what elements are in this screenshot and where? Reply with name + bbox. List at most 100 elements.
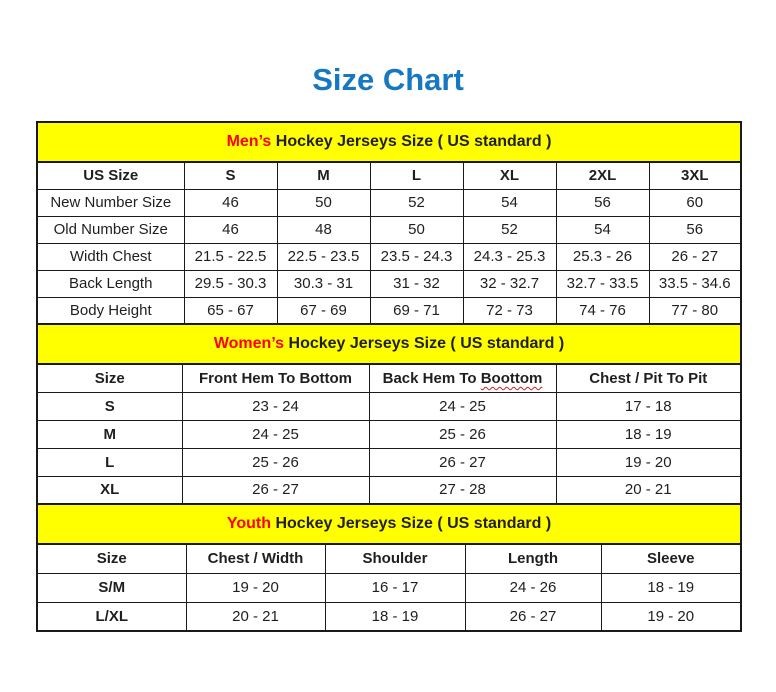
row-label-cell: Body Height <box>36 296 185 325</box>
data-cell: 24 - 25 <box>181 419 370 449</box>
data-cell: 18 - 19 <box>600 572 742 603</box>
data-cell: 30.3 - 31 <box>276 269 371 298</box>
section-caption: Women’s Hockey Jerseys Size ( US standar… <box>35 323 743 365</box>
data-cell: 21.5 - 22.5 <box>183 242 278 271</box>
table-row: S 23 - 24 24 - 25 17 - 18 <box>36 391 742 421</box>
data-cell: 50 <box>276 188 371 217</box>
data-cell: 33.5 - 34.6 <box>648 269 742 298</box>
data-cell: 26 - 27 <box>368 447 557 477</box>
data-cell: 52 <box>369 188 464 217</box>
data-cell: 18 - 19 <box>324 601 466 632</box>
data-cell: 25 - 26 <box>181 447 370 477</box>
data-cell: 23 - 24 <box>181 391 370 421</box>
data-cell: 24 - 26 <box>464 572 602 603</box>
column-header-cell: S <box>183 161 278 190</box>
data-cell: 29.5 - 30.3 <box>183 269 278 298</box>
size-chart: Men’s Hockey Jerseys Size ( US standard … <box>35 121 743 632</box>
section-caption-row: Women’s Hockey Jerseys Size ( US standar… <box>35 323 743 365</box>
data-cell: 77 - 80 <box>648 296 742 325</box>
table-row: S/M 19 - 20 16 - 17 24 - 26 18 - 19 <box>36 572 742 603</box>
column-header-cell: Size <box>36 543 187 574</box>
row-label-cell: Old Number Size <box>36 215 185 244</box>
data-cell: 18 - 19 <box>555 419 742 449</box>
column-header-cell: 3XL <box>648 161 742 190</box>
column-header-cell: US Size <box>36 161 185 190</box>
column-header-cell: Size <box>36 363 183 393</box>
data-cell: 31 - 32 <box>369 269 464 298</box>
column-header-cell: Chest / Pit To Pit <box>555 363 742 393</box>
column-header-row: US Size S M L XL 2XL 3XL <box>36 161 742 190</box>
row-label-cell: Back Length <box>36 269 185 298</box>
row-label-cell: S <box>36 391 183 421</box>
column-header-cell: L <box>369 161 464 190</box>
data-cell: 32 - 32.7 <box>462 269 557 298</box>
data-cell: 46 <box>183 188 278 217</box>
caption-text: Hockey Jerseys Size ( US standard ) <box>271 133 552 150</box>
column-header-cell: 2XL <box>555 161 650 190</box>
data-cell: 48 <box>276 215 371 244</box>
column-header-cell: XL <box>462 161 557 190</box>
section-caption: Men’s Hockey Jerseys Size ( US standard … <box>35 121 743 163</box>
data-cell: 56 <box>648 215 742 244</box>
column-header-cell: Shoulder <box>324 543 466 574</box>
column-header-text: Back Hem To <box>382 369 481 387</box>
row-label-cell: M <box>36 419 183 449</box>
table-row: Width Chest 21.5 - 22.5 22.5 - 23.5 23.5 - … <box>36 242 742 271</box>
data-cell: 54 <box>555 215 650 244</box>
column-header-cell: M <box>276 161 371 190</box>
data-cell: 19 - 20 <box>185 572 326 603</box>
table-mens: Men’s Hockey Jerseys Size ( US standard … <box>35 121 743 325</box>
row-label-cell: New Number Size <box>36 188 185 217</box>
data-cell: 26 - 27 <box>181 475 370 505</box>
table-row: Body Height 65 - 67 67 - 69 69 - 71 72 - 73 7… <box>36 296 742 325</box>
data-cell: 20 - 21 <box>555 475 742 505</box>
row-label-cell: XL <box>36 475 183 505</box>
data-cell: 54 <box>462 188 557 217</box>
data-cell: 69 - 71 <box>369 296 464 325</box>
caption-text: Hockey Jerseys Size ( US standard ) <box>284 335 565 352</box>
caption-text: Hockey Jerseys Size ( US standard ) <box>271 515 552 532</box>
data-cell: 25 - 26 <box>368 419 557 449</box>
data-cell: 32.7 - 33.5 <box>555 269 650 298</box>
data-cell: 60 <box>648 188 742 217</box>
column-header-row: Size Chest / Width Shoulder Length Sleeve <box>36 543 742 574</box>
row-label-cell: L <box>36 447 183 477</box>
row-label-cell: S/M <box>36 572 187 603</box>
table-row: L 25 - 26 26 - 27 19 - 20 <box>36 447 742 477</box>
data-cell: 22.5 - 23.5 <box>276 242 371 271</box>
table-womens: Women’s Hockey Jerseys Size ( US standar… <box>35 323 743 505</box>
column-header-cell: Back Hem To Boottom <box>368 363 557 393</box>
data-cell: 46 <box>183 215 278 244</box>
data-cell: 26 - 27 <box>464 601 602 632</box>
table-row: Old Number Size 46 48 50 52 54 56 <box>36 215 742 244</box>
section-caption: Youth Hockey Jerseys Size ( US standard … <box>35 503 743 545</box>
data-cell: 19 - 20 <box>555 447 742 477</box>
data-cell: 16 - 17 <box>324 572 466 603</box>
caption-highlight: Women’s <box>213 335 285 352</box>
data-cell: 24 - 25 <box>368 391 557 421</box>
section-caption-row: Men’s Hockey Jerseys Size ( US standard … <box>35 121 743 163</box>
data-cell: 20 - 21 <box>185 601 326 632</box>
column-header-cell: Chest / Width <box>185 543 326 574</box>
row-label-cell: L/XL <box>36 601 187 632</box>
column-header-row: Size Front Hem To Bottom Back Hem To Boott… <box>36 363 742 393</box>
row-label-cell: Width Chest <box>36 242 185 271</box>
data-cell: 56 <box>555 188 650 217</box>
table-row: M 24 - 25 25 - 26 18 - 19 <box>36 419 742 449</box>
column-header-cell: Front Hem To Bottom <box>181 363 370 393</box>
misspelled-word: Boottom <box>480 369 543 387</box>
column-header-cell: Length <box>464 543 602 574</box>
table-row: New Number Size 46 50 52 54 56 60 <box>36 188 742 217</box>
caption-highlight: Men’s <box>226 133 272 150</box>
data-cell: 50 <box>369 215 464 244</box>
data-cell: 24.3 - 25.3 <box>462 242 557 271</box>
column-header-cell: Sleeve <box>600 543 742 574</box>
data-cell: 26 - 27 <box>648 242 742 271</box>
data-cell: 72 - 73 <box>462 296 557 325</box>
data-cell: 65 - 67 <box>183 296 278 325</box>
data-cell: 67 - 69 <box>276 296 371 325</box>
table-row: Back Length 29.5 - 30.3 30.3 - 31 31 - 32 32… <box>36 269 742 298</box>
table-youth: Youth Hockey Jerseys Size ( US standard … <box>35 503 743 632</box>
data-cell: 17 - 18 <box>555 391 742 421</box>
